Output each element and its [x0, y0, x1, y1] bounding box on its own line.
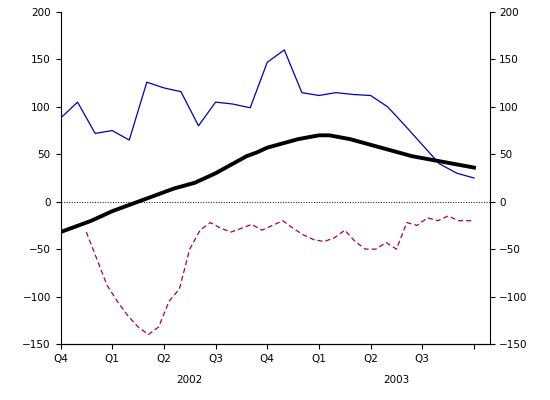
- Text: 2003: 2003: [383, 374, 410, 384]
- Text: 2002: 2002: [177, 374, 203, 384]
